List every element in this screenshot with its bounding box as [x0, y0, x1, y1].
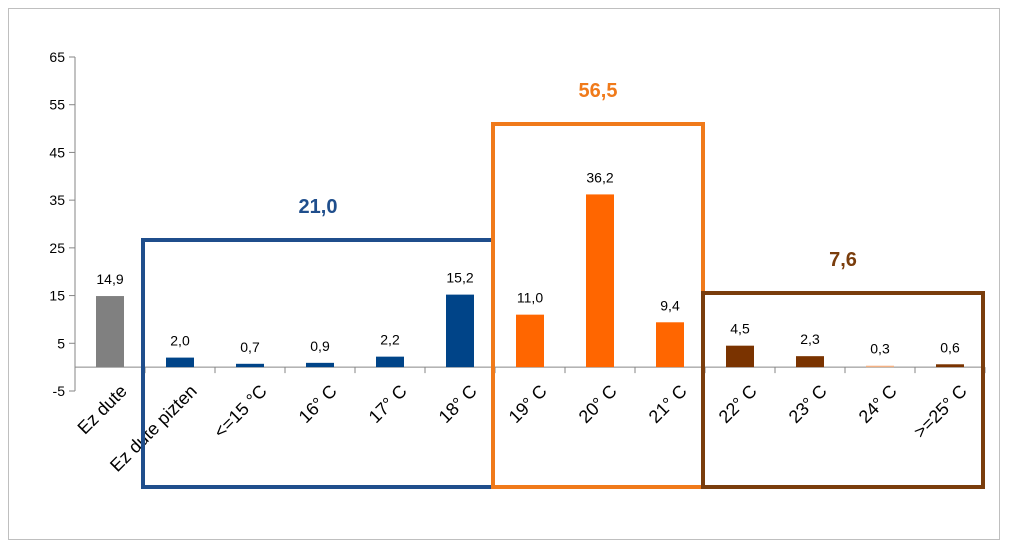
bar	[516, 314, 544, 368]
data-label: 4,5	[730, 321, 750, 337]
category-label: 23° C	[785, 381, 831, 427]
y-tick-label: 5	[57, 335, 65, 351]
bar	[656, 322, 684, 368]
bar	[236, 363, 264, 368]
y-tick-label: 45	[49, 144, 65, 160]
y-tick-label: 65	[49, 49, 65, 65]
bar	[306, 362, 334, 368]
category-label: 19° C	[505, 381, 551, 427]
y-tick-label: 35	[49, 192, 65, 208]
data-label: 2,3	[800, 331, 820, 347]
data-label: 0,9	[310, 338, 330, 354]
category-label: 20° C	[575, 381, 621, 427]
bar	[936, 364, 964, 368]
bar	[866, 365, 894, 368]
y-tick-label: -5	[53, 383, 66, 399]
data-label: 15,2	[446, 270, 473, 286]
bar	[446, 294, 474, 368]
group-box	[701, 291, 985, 489]
bar	[586, 194, 614, 368]
data-label: 2,0	[170, 333, 190, 349]
bar	[726, 345, 754, 368]
category-label: Ez dute	[74, 381, 131, 438]
bar	[796, 356, 824, 368]
data-label: 14,9	[96, 271, 123, 287]
category-label: 16° C	[295, 381, 341, 427]
bar	[376, 356, 404, 368]
category-label: 22° C	[715, 381, 761, 427]
chart-frame	[8, 8, 1000, 540]
group-total-label: 21,0	[299, 196, 338, 218]
data-label: 36,2	[586, 169, 613, 185]
category-label: >=25° C	[910, 381, 971, 442]
bar	[166, 357, 194, 368]
category-label: <=15 °C	[210, 381, 271, 442]
data-label: 2,2	[380, 332, 400, 348]
data-label: 11,0	[517, 290, 543, 306]
category-label: 21° C	[645, 381, 691, 427]
bar	[96, 296, 124, 368]
data-label: 0,7	[240, 339, 260, 355]
y-tick-label: 15	[49, 288, 65, 304]
data-label: 0,6	[940, 339, 960, 355]
category-label: 24° C	[855, 381, 901, 427]
y-tick-label: 25	[49, 240, 65, 256]
y-tick-label: 55	[49, 97, 65, 113]
group-total-label: 7,6	[829, 249, 857, 271]
category-label: 17° C	[365, 381, 411, 427]
data-label: 9,4	[660, 297, 680, 313]
data-label: 0,3	[870, 341, 890, 357]
group-total-label: 56,5	[579, 80, 618, 102]
category-label: 18° C	[435, 381, 481, 427]
